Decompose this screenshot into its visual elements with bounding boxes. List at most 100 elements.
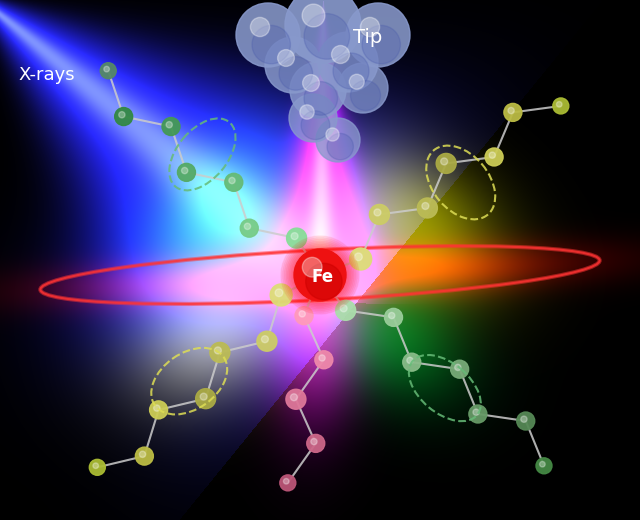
Circle shape <box>90 459 106 475</box>
Circle shape <box>289 244 351 306</box>
Circle shape <box>284 478 289 484</box>
Circle shape <box>281 236 359 314</box>
Circle shape <box>315 351 333 369</box>
Circle shape <box>279 57 312 90</box>
Circle shape <box>265 37 321 93</box>
Circle shape <box>349 248 372 270</box>
Text: Tip: Tip <box>353 28 383 47</box>
Circle shape <box>286 389 306 409</box>
Circle shape <box>441 158 447 165</box>
Circle shape <box>469 405 487 423</box>
Text: X-rays: X-rays <box>18 66 75 84</box>
Circle shape <box>360 17 380 36</box>
Circle shape <box>278 49 294 67</box>
Circle shape <box>285 0 361 63</box>
Circle shape <box>436 153 456 173</box>
Circle shape <box>508 108 514 114</box>
Circle shape <box>374 209 381 216</box>
Circle shape <box>290 62 346 118</box>
Circle shape <box>200 393 207 400</box>
Circle shape <box>349 74 364 89</box>
Circle shape <box>287 242 353 307</box>
Circle shape <box>417 198 437 218</box>
Circle shape <box>291 232 298 240</box>
Circle shape <box>351 81 381 110</box>
Circle shape <box>300 105 314 119</box>
Circle shape <box>299 310 305 317</box>
Circle shape <box>229 177 235 184</box>
Circle shape <box>326 128 339 141</box>
Circle shape <box>302 4 325 27</box>
Circle shape <box>362 25 401 64</box>
Circle shape <box>485 148 503 166</box>
Circle shape <box>244 223 251 229</box>
Circle shape <box>316 118 360 162</box>
Circle shape <box>100 63 116 79</box>
Circle shape <box>166 122 172 128</box>
Circle shape <box>422 202 429 210</box>
Circle shape <box>115 108 132 125</box>
Circle shape <box>252 25 291 64</box>
Circle shape <box>294 249 346 301</box>
Circle shape <box>291 394 298 401</box>
Circle shape <box>521 416 527 422</box>
Circle shape <box>136 447 154 465</box>
Circle shape <box>346 3 410 67</box>
Circle shape <box>119 112 125 118</box>
Circle shape <box>261 336 268 343</box>
Circle shape <box>214 347 221 354</box>
Circle shape <box>240 219 259 237</box>
Circle shape <box>553 98 569 114</box>
Circle shape <box>454 364 461 371</box>
Circle shape <box>196 388 216 409</box>
Circle shape <box>210 343 230 362</box>
Circle shape <box>311 438 317 445</box>
Circle shape <box>162 118 180 136</box>
Circle shape <box>286 241 354 309</box>
Circle shape <box>540 461 545 467</box>
Circle shape <box>388 313 395 319</box>
Circle shape <box>287 228 307 248</box>
Circle shape <box>177 163 195 181</box>
Circle shape <box>451 360 468 378</box>
Circle shape <box>504 103 522 121</box>
Circle shape <box>335 301 356 320</box>
Circle shape <box>236 3 300 67</box>
Circle shape <box>385 308 403 327</box>
Circle shape <box>225 173 243 191</box>
Circle shape <box>291 246 349 304</box>
Circle shape <box>556 101 562 107</box>
Circle shape <box>318 32 378 92</box>
Circle shape <box>295 307 313 324</box>
Circle shape <box>355 253 362 261</box>
Circle shape <box>301 111 330 139</box>
Text: Fe: Fe <box>312 268 334 286</box>
Circle shape <box>257 331 277 351</box>
Circle shape <box>270 284 292 306</box>
Circle shape <box>307 434 324 452</box>
Circle shape <box>306 263 342 300</box>
Circle shape <box>489 152 495 158</box>
Circle shape <box>292 248 348 303</box>
Circle shape <box>283 238 357 313</box>
Circle shape <box>407 357 413 363</box>
Circle shape <box>182 167 188 174</box>
Circle shape <box>333 53 369 89</box>
Circle shape <box>338 63 388 113</box>
Circle shape <box>284 239 356 311</box>
Circle shape <box>473 409 479 415</box>
Circle shape <box>302 257 322 277</box>
Circle shape <box>536 458 552 474</box>
Circle shape <box>403 353 420 371</box>
Circle shape <box>150 401 168 419</box>
Circle shape <box>140 451 146 458</box>
Circle shape <box>250 17 269 36</box>
Circle shape <box>340 305 347 312</box>
Circle shape <box>303 74 319 92</box>
Circle shape <box>304 14 349 59</box>
Circle shape <box>332 45 349 63</box>
Circle shape <box>327 134 353 160</box>
Circle shape <box>319 355 325 361</box>
Circle shape <box>304 82 338 115</box>
Circle shape <box>154 405 160 411</box>
